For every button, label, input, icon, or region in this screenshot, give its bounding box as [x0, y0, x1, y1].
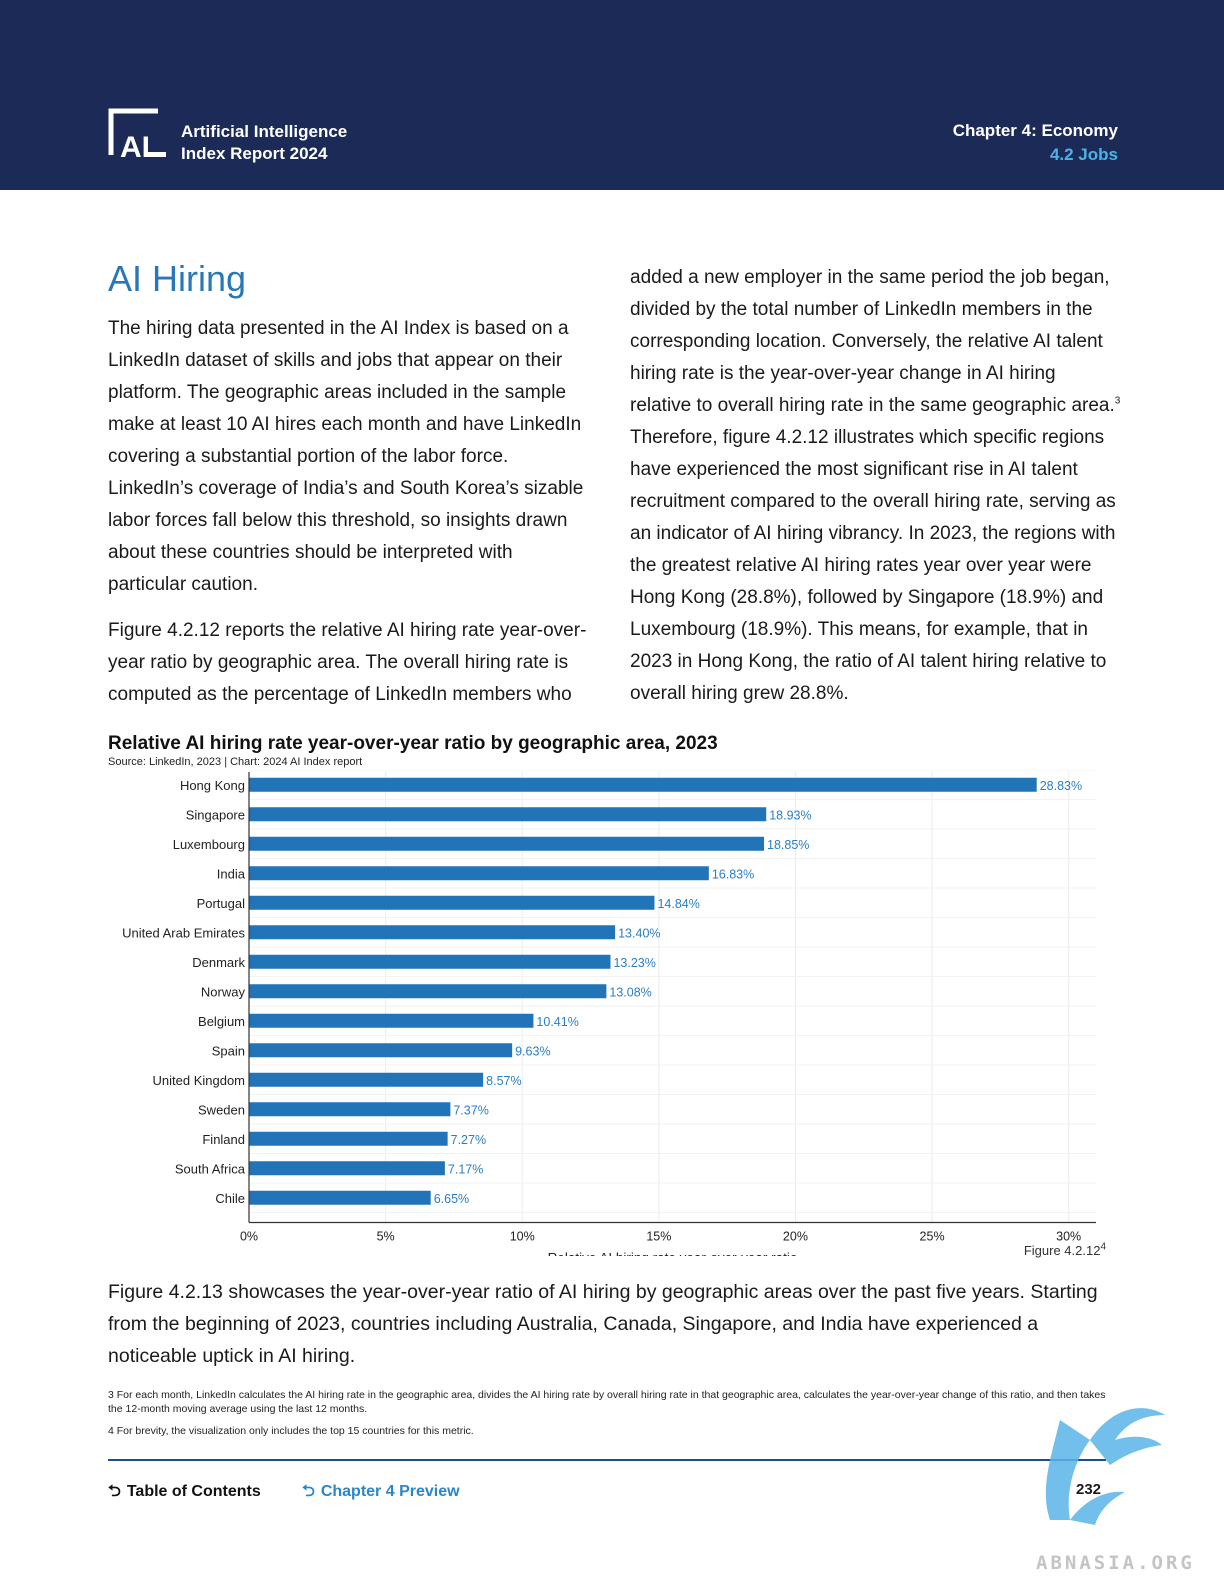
body-paragraph: Figure 4.2.13 showcases the year-over-ye…: [108, 1276, 1108, 1372]
dragon-watermark-icon: [1030, 1380, 1170, 1530]
section-link[interactable]: 4.2 Jobs: [953, 143, 1118, 167]
report-title-line2: Index Report 2024: [181, 143, 347, 165]
category-label: Finland: [202, 1132, 245, 1147]
value-label: 6.65%: [434, 1192, 469, 1206]
x-tick-label: 0%: [240, 1230, 258, 1244]
section-title: AI Hiring: [108, 258, 246, 300]
body-paragraph: The hiring data presented in the AI Inde…: [108, 313, 592, 601]
x-tick-label: 25%: [920, 1230, 945, 1244]
bar: [249, 807, 766, 821]
report-header: AI Artificial Intelligence Index Report …: [0, 0, 1224, 190]
category-label: India: [217, 866, 246, 881]
bar: [249, 1102, 450, 1116]
category-label: Belgium: [198, 1014, 245, 1029]
chapter-preview-link[interactable]: ⮌ Chapter 4 Preview: [302, 1480, 460, 1507]
bar: [249, 925, 615, 939]
chart-title: Relative AI hiring rate year-over-year r…: [108, 733, 718, 755]
left-column: The hiring data presented in the AI Inde…: [108, 313, 592, 725]
paragraph-text: added a new employer in the same period …: [630, 267, 1115, 416]
value-label: 7.17%: [448, 1162, 483, 1176]
category-label: Sweden: [198, 1102, 245, 1117]
footnote: 4 For brevity, the visualization only in…: [108, 1424, 1108, 1438]
category-label: Luxembourg: [173, 837, 245, 852]
value-label: 13.40%: [618, 926, 660, 940]
value-label: 28.83%: [1040, 779, 1082, 793]
body-paragraph: Figure 4.2.12 reports the relative AI hi…: [108, 615, 592, 711]
category-label: Norway: [201, 984, 246, 999]
bar: [249, 1161, 445, 1175]
footnotes: 3 For each month, LinkedIn calculates th…: [108, 1388, 1108, 1446]
value-label: 13.08%: [609, 985, 651, 999]
footnote-ref[interactable]: 4: [1100, 1242, 1106, 1253]
value-label: 16.83%: [712, 867, 754, 881]
value-label: 7.37%: [453, 1103, 488, 1117]
x-tick-label: 10%: [510, 1230, 535, 1244]
category-label: United Arab Emirates: [122, 925, 245, 940]
value-label: 8.57%: [486, 1074, 521, 1088]
value-label: 10.41%: [536, 1015, 578, 1029]
category-label: Singapore: [186, 807, 245, 822]
value-label: 18.93%: [769, 808, 811, 822]
right-column: added a new employer in the same period …: [630, 262, 1122, 724]
value-label: 14.84%: [657, 897, 699, 911]
footer-divider: [108, 1459, 1106, 1461]
page-number: 232: [1076, 1481, 1101, 1498]
report-title-line1: Artificial Intelligence: [181, 121, 347, 143]
bar: [249, 955, 610, 969]
report-title: Artificial Intelligence Index Report 202…: [181, 121, 347, 165]
value-label: 7.27%: [451, 1133, 486, 1147]
footnote-ref[interactable]: 3: [1115, 396, 1121, 407]
paragraph-text: Therefore, figure 4.2.12 illustrates whi…: [630, 427, 1116, 704]
value-label: 18.85%: [767, 838, 809, 852]
return-arrow-icon: ⮌: [302, 1483, 315, 1500]
category-label: Denmark: [192, 955, 245, 970]
return-arrow-icon: ⮌: [108, 1483, 121, 1500]
watermark-text: ABNASIA.ORG: [1036, 1552, 1195, 1574]
category-label: South Africa: [175, 1161, 246, 1176]
figure-label: Figure 4.2.124: [1024, 1243, 1106, 1258]
category-label: Hong Kong: [180, 778, 245, 793]
logo-text: AI: [120, 131, 150, 160]
bar: [249, 1073, 483, 1087]
x-tick-label: 30%: [1056, 1230, 1081, 1244]
x-tick-label: 20%: [783, 1230, 808, 1244]
x-axis-label: Relative AI hiring rate year-over-year r…: [548, 1251, 798, 1257]
category-label: Spain: [212, 1043, 245, 1058]
footnote: 3 For each month, LinkedIn calculates th…: [108, 1388, 1108, 1416]
category-label: Chile: [215, 1191, 245, 1206]
figure-label-text: Figure 4.2.12: [1024, 1243, 1101, 1258]
bar: [249, 837, 764, 851]
x-tick-label: 15%: [646, 1230, 671, 1244]
x-tick-label: 5%: [377, 1230, 395, 1244]
bar-chart: Hong Kong 28.83% Singapore 18.93% Luxembourg…: [100, 770, 1110, 1256]
bar: [249, 778, 1037, 792]
bar: [249, 1191, 431, 1205]
chapter-preview-label: Chapter 4 Preview: [321, 1483, 460, 1500]
toc-label: Table of Contents: [127, 1483, 261, 1500]
chapter-heading: Chapter 4: Economy 4.2 Jobs: [953, 119, 1118, 167]
bar: [249, 1014, 533, 1028]
bar: [249, 1132, 448, 1146]
bar: [249, 1043, 512, 1057]
bar: [249, 896, 654, 910]
value-label: 13.23%: [613, 956, 655, 970]
chart-source: Source: LinkedIn, 2023 | Chart: 2024 AI …: [108, 756, 362, 768]
category-label: United Kingdom: [153, 1073, 246, 1088]
value-label: 9.63%: [515, 1044, 550, 1058]
ai-index-logo-icon: AI: [108, 108, 166, 160]
chapter-title: Chapter 4: Economy: [953, 119, 1118, 143]
body-paragraph: added a new employer in the same period …: [630, 262, 1122, 710]
bar: [249, 984, 606, 998]
table-of-contents-link[interactable]: ⮌ Table of Contents: [108, 1480, 261, 1507]
bar: [249, 866, 709, 880]
category-label: Portugal: [197, 896, 246, 911]
